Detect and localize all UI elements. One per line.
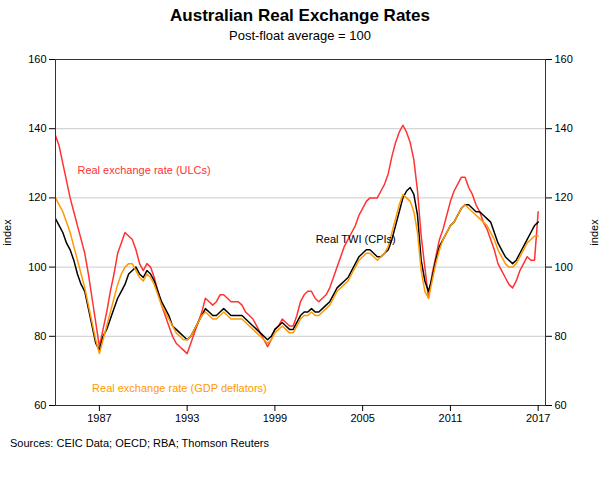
svg-text:100: 100 bbox=[28, 261, 46, 273]
html-text:Sources: CEIC Data; OECD; RBA;: Sources: CEIC Data; OECD; RBA; Thomson R… bbox=[10, 437, 269, 449]
svg-text:160: 160 bbox=[28, 53, 46, 65]
svg-text:1987: 1987 bbox=[87, 412, 111, 424]
svg-text:140: 140 bbox=[28, 122, 46, 134]
svg-text:160: 160 bbox=[555, 53, 573, 65]
svg-text:index: index bbox=[1, 219, 13, 246]
svg-text:1993: 1993 bbox=[175, 412, 199, 424]
html-text:Australian Real Exchange Rates: Australian Real Exchange Rates bbox=[170, 6, 430, 25]
svg-text:100: 100 bbox=[555, 261, 573, 273]
svg-text:Real TWI (CPIs): Real TWI (CPIs) bbox=[316, 233, 396, 245]
svg-text:2005: 2005 bbox=[350, 412, 374, 424]
html-text:Post-float average = 100: Post-float average = 100 bbox=[229, 28, 371, 43]
svg-text:140: 140 bbox=[555, 122, 573, 134]
svg-text:1999: 1999 bbox=[263, 412, 287, 424]
svg-text:80: 80 bbox=[555, 330, 567, 342]
svg-text:Real exchange rate (GDP deflat: Real exchange rate (GDP deflators) bbox=[92, 382, 267, 394]
svg-text:120: 120 bbox=[555, 191, 573, 203]
svg-text:60: 60 bbox=[34, 399, 46, 411]
svg-text:2017: 2017 bbox=[526, 412, 550, 424]
svg-text:80: 80 bbox=[34, 330, 46, 342]
svg-text:120: 120 bbox=[28, 191, 46, 203]
svg-text:Real exchange rate (ULCs): Real exchange rate (ULCs) bbox=[77, 164, 210, 176]
svg-text:index: index bbox=[588, 219, 600, 246]
svg-text:60: 60 bbox=[555, 399, 567, 411]
svg-text:2011: 2011 bbox=[439, 412, 463, 424]
